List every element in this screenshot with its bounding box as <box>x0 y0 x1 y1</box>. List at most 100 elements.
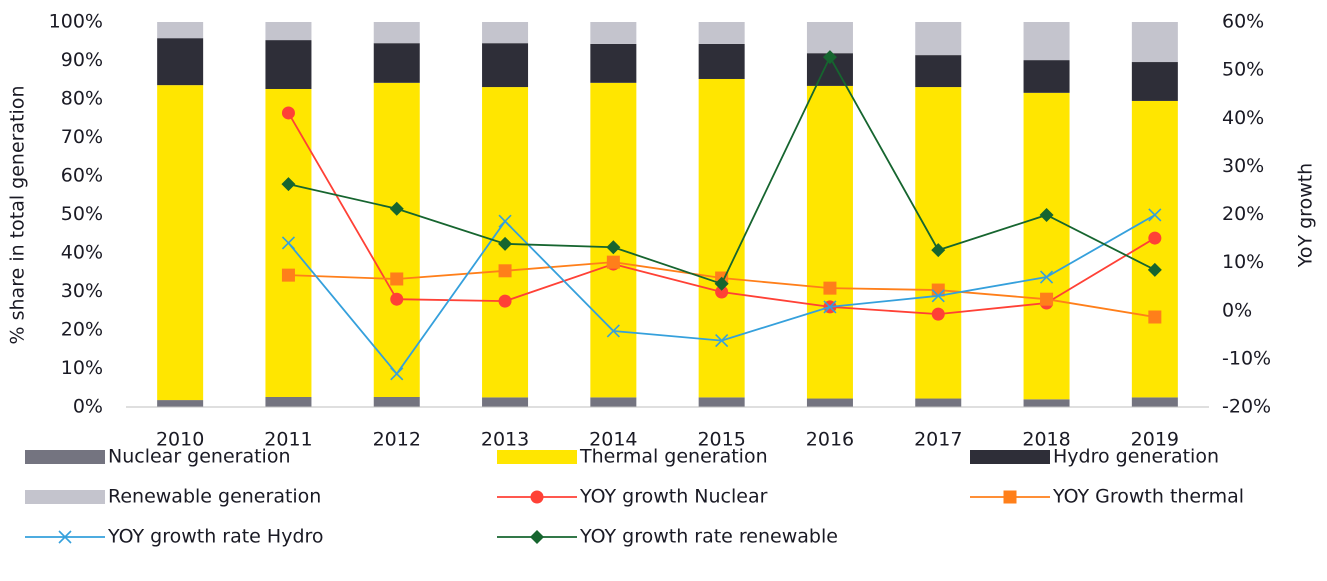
bar-segment <box>1131 22 1178 63</box>
bar-segment <box>1131 100 1178 398</box>
bar-segment <box>482 22 529 44</box>
marker <box>931 289 945 303</box>
bar-segment <box>806 22 853 54</box>
y-tick-label: 80% <box>61 88 103 110</box>
marker <box>606 240 621 255</box>
bar-segment <box>373 22 420 44</box>
marker <box>1148 208 1162 222</box>
marker <box>1147 262 1162 277</box>
bar-segment <box>373 43 420 83</box>
legend-label: Hydro generation <box>1053 446 1219 468</box>
x-tick-label: 2018 <box>1022 429 1070 451</box>
bar-segment <box>590 82 637 398</box>
x-tick-label: 2010 <box>156 429 204 451</box>
y-axis-label: % share in total generation <box>7 86 29 345</box>
bar-segment <box>1023 399 1070 407</box>
bar-segment <box>915 87 962 399</box>
y-tick-label: 60% <box>61 165 103 187</box>
marker <box>390 292 404 306</box>
marker <box>281 106 295 120</box>
marker <box>281 236 296 250</box>
legend-marker <box>530 530 544 544</box>
x-tick-label: 2014 <box>589 429 637 451</box>
bar-segment <box>157 22 204 39</box>
legend-label: YOY growth rate renewable <box>579 526 838 548</box>
legend-label: YOY growth Nuclear <box>579 486 768 508</box>
bar-segment <box>698 397 745 407</box>
marker <box>1040 292 1054 306</box>
y2-tick-label: -20% <box>1222 396 1271 418</box>
bar-segment <box>482 43 529 88</box>
bar-segment <box>806 85 853 399</box>
marker <box>498 294 512 308</box>
bar-segment <box>590 22 637 44</box>
bar-segment <box>1131 397 1178 407</box>
legend-label: Renewable generation <box>108 486 321 508</box>
bar-segment <box>373 396 420 407</box>
bar-segment <box>698 78 745 398</box>
marker <box>498 264 512 278</box>
bar-segment <box>806 398 853 407</box>
y-tick-label: 100% <box>49 11 103 33</box>
legend-label: YOY Growth thermal <box>1052 486 1244 508</box>
legend-swatch <box>25 450 105 464</box>
x-tick-label: 2011 <box>264 429 312 451</box>
legend-marker <box>530 490 544 504</box>
bar-segment <box>1131 62 1178 101</box>
y2-tick-label: 30% <box>1222 155 1264 177</box>
y-tick-label: 30% <box>61 280 103 302</box>
marker <box>281 177 296 192</box>
marker <box>389 201 404 216</box>
y-tick-label: 20% <box>61 319 103 341</box>
y2-tick-label: 20% <box>1222 203 1264 225</box>
bar-segment <box>1023 92 1070 400</box>
marker <box>1039 270 1054 284</box>
marker <box>714 276 729 291</box>
bar-segment <box>915 22 962 56</box>
y-tick-label: 0% <box>73 396 103 418</box>
y2-tick-label: 40% <box>1222 107 1264 129</box>
bar-segment <box>265 22 312 41</box>
bar-segment <box>590 397 637 407</box>
x-tick-label: 2016 <box>806 429 854 451</box>
y-tick-label: 50% <box>61 203 103 225</box>
legend-swatch <box>497 450 577 464</box>
y-tick-label: 90% <box>61 49 103 71</box>
bar-segment <box>482 397 529 407</box>
bar-segment <box>915 398 962 407</box>
bar-segment <box>265 40 312 89</box>
marker <box>1148 310 1162 324</box>
marker <box>823 300 837 314</box>
x-tick-label: 2013 <box>481 429 529 451</box>
legend-label: YOY growth rate Hydro <box>107 526 324 548</box>
marker <box>931 307 945 321</box>
y2-tick-label: 10% <box>1222 251 1264 273</box>
legend-marker <box>58 530 72 544</box>
x-tick-label: 2017 <box>914 429 962 451</box>
bar-segment <box>698 43 745 79</box>
marker <box>715 285 729 299</box>
legend-swatch <box>25 490 105 504</box>
marker <box>390 272 404 286</box>
marker <box>390 367 404 381</box>
y-tick-label: 70% <box>61 126 103 148</box>
marker <box>606 255 620 269</box>
y-tick-label: 10% <box>61 357 103 379</box>
marker <box>498 236 513 251</box>
y2-tick-label: 50% <box>1222 59 1264 81</box>
marker <box>606 324 620 338</box>
marker <box>1039 207 1054 222</box>
bar-segment <box>157 38 204 86</box>
marker <box>822 50 837 65</box>
bar-segment <box>590 43 637 83</box>
legend-swatch <box>970 450 1050 464</box>
bar-segment <box>157 400 204 407</box>
legend-label: Thermal generation <box>579 446 768 468</box>
x-tick-label: 2019 <box>1131 429 1179 451</box>
y2-axis-label: YoY growth <box>1295 163 1317 268</box>
bar-segment <box>373 82 420 397</box>
y2-tick-label: 60% <box>1222 11 1264 33</box>
x-tick-label: 2015 <box>697 429 745 451</box>
legend-marker <box>1003 490 1017 504</box>
